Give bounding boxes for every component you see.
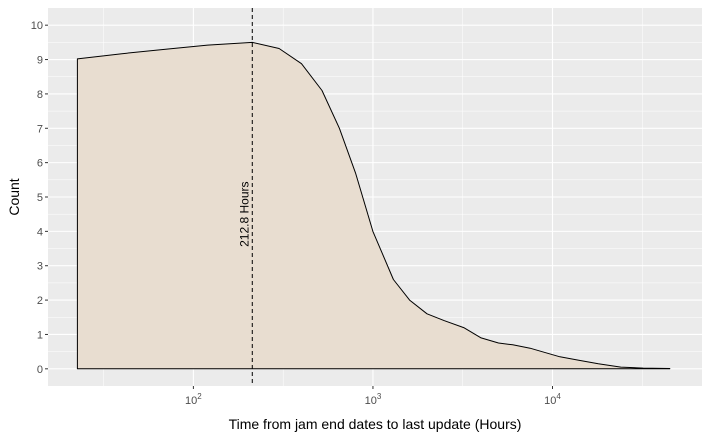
y-axis-title: Count [6,178,22,215]
x-tick-label: 104 [544,392,561,407]
y-tick-label: 3 [37,261,43,273]
y-tick-label: 8 [37,89,43,101]
y-tick-label: 7 [37,123,43,135]
y-tick-label: 0 [37,364,43,376]
area-series [76,41,671,370]
reference-line-label: 212.8 Hours [237,181,251,246]
y-tick-label: 4 [37,226,43,238]
y-tick-label: 9 [37,55,43,67]
y-tick-label: 10 [31,20,43,32]
x-axis-title: Time from jam end dates to last update (… [229,416,522,432]
y-tick-label: 5 [37,192,43,204]
x-tick-label: 102 [185,392,202,407]
y-tick-label: 1 [37,329,43,341]
density-area [76,41,671,370]
y-tick-label: 2 [37,295,43,307]
y-tick-label: 6 [37,158,43,170]
x-tick-label: 103 [365,392,382,407]
axes: 0 1 2 3 4 5 6 7 8 9 10 102 103 104 [31,20,562,407]
median-reference-line: 212.8 Hours [237,8,253,386]
